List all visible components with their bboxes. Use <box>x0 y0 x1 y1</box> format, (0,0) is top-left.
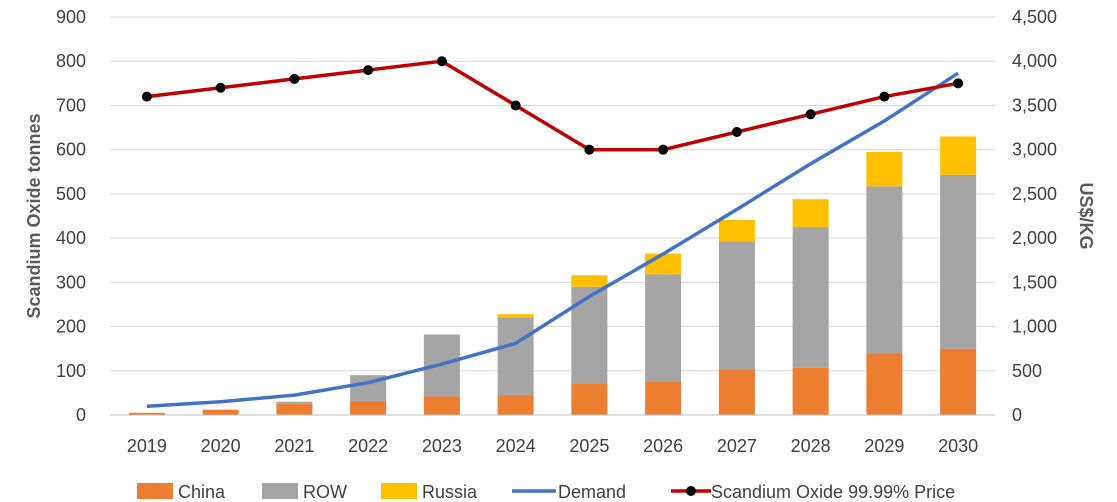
x-tick-label: 2026 <box>643 436 683 456</box>
bar-china <box>718 369 755 415</box>
scandium-oxide-99-99-price-marker <box>141 91 152 102</box>
bar-china <box>276 403 313 415</box>
legend-label-row: ROW <box>303 482 347 502</box>
x-tick-label: 2025 <box>569 436 609 456</box>
bar-china <box>866 353 903 415</box>
y-right-tick-label: 4,000 <box>1012 51 1057 71</box>
legend-swatch-row <box>262 483 298 499</box>
bar-row <box>276 401 313 404</box>
y-right-tick-label: 2,500 <box>1012 184 1057 204</box>
legend-label-china: China <box>178 482 226 502</box>
y-right-tick-label: 2,000 <box>1012 228 1057 248</box>
bar-china <box>497 395 534 415</box>
legend-marker-scandium-oxide-99-99-price <box>686 486 696 496</box>
bar-china <box>350 400 387 415</box>
x-tick-label: 2020 <box>201 436 241 456</box>
y-left-tick-label: 800 <box>56 51 86 71</box>
legend-label-demand: Demand <box>558 482 626 502</box>
y-right-tick-label: 0 <box>1012 405 1022 425</box>
x-tick-label: 2029 <box>864 436 904 456</box>
bar-china <box>792 367 829 415</box>
gridlines <box>110 16 995 372</box>
bar-row <box>792 227 829 368</box>
y-left-tick-label: 600 <box>56 140 86 160</box>
axes: 0 100 200 300 400 500 600 700 800 900 0 500 1,000 1,5… <box>56 7 1057 456</box>
scandium-oxide-99-99-price-marker <box>658 144 669 155</box>
x-tick-label: 2027 <box>717 436 757 456</box>
bar-china <box>940 348 977 415</box>
stacked-bars <box>128 136 977 415</box>
lines <box>141 56 964 408</box>
y-right-tick-label: 1,500 <box>1012 272 1057 292</box>
x-tick-label: 2019 <box>127 436 167 456</box>
y-left-tick-label: 300 <box>56 272 86 292</box>
bar-china <box>571 383 608 415</box>
bar-russia <box>792 199 829 228</box>
bar-row <box>497 317 534 396</box>
y-right-tick-label: 500 <box>1012 361 1042 381</box>
x-tick-label: 2028 <box>791 436 831 456</box>
y-axis-left-title: Scandium Oxide tonnes <box>24 113 44 318</box>
legend-label-scandium-oxide-99-99-price: Scandium Oxide 99.99% Price <box>711 482 955 502</box>
legend-swatch-china <box>137 483 173 499</box>
x-tick-label: 2023 <box>422 436 462 456</box>
x-tick-label: 2021 <box>274 436 314 456</box>
y-right-tick-label: 4,500 <box>1012 7 1057 27</box>
bar-row <box>718 241 755 370</box>
bar-russia <box>645 253 682 275</box>
y-left-tick-label: 100 <box>56 361 86 381</box>
bar-russia <box>571 275 608 287</box>
bar-row <box>940 174 977 349</box>
scandium-oxide-99-99-price-marker <box>584 144 595 155</box>
scandium-oxide-99-99-price-marker <box>510 100 521 111</box>
bar-row <box>645 274 682 382</box>
x-tick-label: 2030 <box>938 436 978 456</box>
bar-china <box>423 396 460 415</box>
x-tick-label: 2024 <box>496 436 536 456</box>
bar-russia <box>866 151 903 187</box>
y-axis-right-title: US$/KG <box>1076 182 1096 249</box>
scandium-oxide-99-99-price-marker <box>436 56 447 67</box>
y-left-tick-label: 400 <box>56 228 86 248</box>
legend: China ROW Russia Demand Scandium Oxide 99.99… <box>137 482 955 502</box>
scandium-oxide-99-99-price-marker <box>731 126 742 137</box>
y-left-tick-label: 200 <box>56 317 86 337</box>
scandium-oxide-99-99-price-line <box>146 59 959 152</box>
y-right-tick-label: 1,000 <box>1012 317 1057 337</box>
scandium-oxide-99-99-price-marker <box>289 73 300 84</box>
scandium-oxide-99-99-price-marker <box>879 91 890 102</box>
x-tick-label: 2022 <box>348 436 388 456</box>
bar-china <box>645 381 682 415</box>
y-left-tick-label: 500 <box>56 184 86 204</box>
legend-swatch-russia <box>381 483 417 499</box>
bar-china <box>202 409 239 415</box>
legend-label-russia: Russia <box>422 482 478 502</box>
y-left-tick-label: 900 <box>56 7 86 27</box>
y-right-tick-label: 3,000 <box>1012 140 1057 160</box>
demand-line <box>146 71 960 408</box>
bar-china <box>128 412 165 415</box>
bar-row <box>866 186 903 354</box>
y-left-tick-label: 0 <box>76 405 86 425</box>
scandium-oxide-99-99-price-marker <box>363 65 374 76</box>
bar-row <box>571 286 608 384</box>
scandium-oxide-99-99-price-marker <box>215 82 226 93</box>
y-left-tick-label: 700 <box>56 95 86 115</box>
scandium-oxide-99-99-price-marker <box>805 109 816 120</box>
y-right-tick-label: 3,500 <box>1012 95 1057 115</box>
bar-russia <box>497 314 534 318</box>
bar-russia <box>940 136 977 175</box>
bar-russia <box>718 219 755 242</box>
scandium-oxide-99-99-price-marker <box>953 78 964 89</box>
